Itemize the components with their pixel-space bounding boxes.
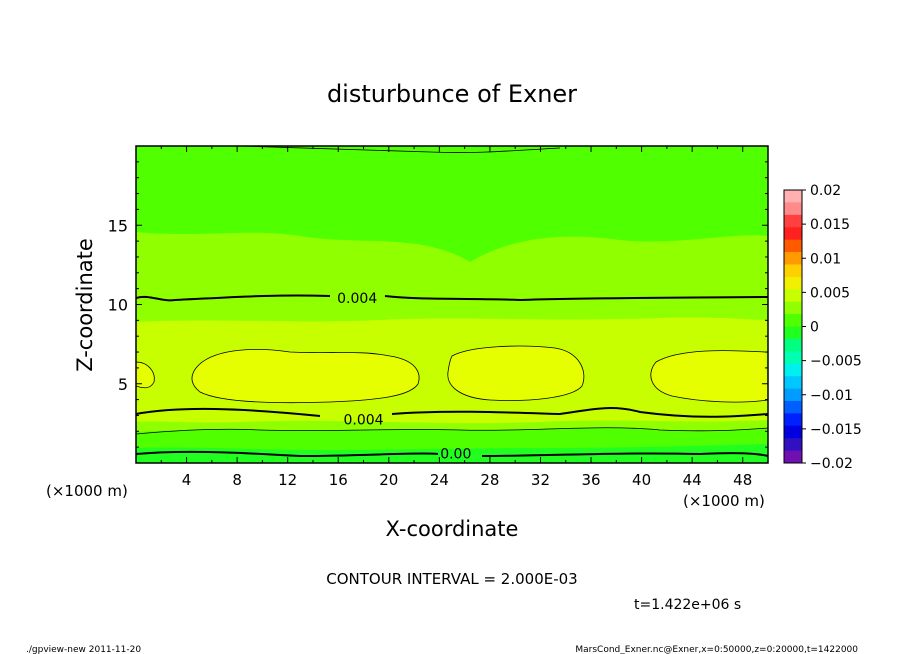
colorbar-swatch [784, 264, 802, 278]
colorbar-swatch [784, 376, 802, 390]
x-tick-label: 4 [182, 471, 192, 489]
field-core-blob-edge [136, 362, 155, 388]
x-tick-label: 8 [232, 471, 242, 489]
colorbar-swatch [784, 413, 802, 427]
colorbar-swatch [784, 450, 802, 464]
colorbar-swatch [784, 425, 802, 439]
contour-line-core-edge [136, 361, 155, 389]
x-tick-label: 40 [632, 471, 651, 489]
footer-left: ./gpview-new 2011-11-20 [26, 645, 141, 654]
x-tick-label: 20 [379, 471, 398, 489]
contour-line-upper [136, 294, 768, 302]
contour-line-top-edge [239, 146, 561, 153]
x-tick-label: 16 [329, 471, 348, 489]
colorbar-tick-label: 0.02 [810, 183, 841, 199]
y-axis-ticks: 5 10 15 [108, 161, 768, 448]
contour-label: 0.00 [440, 446, 471, 462]
contour-labels: 0.004 0.004 0.00 [337, 291, 471, 462]
colorbar: 0.02 0.015 0.01 0.005 0 −0.005 −0.01 −0.015 −0.0… [783, 183, 862, 472]
x-tick-label: 12 [278, 471, 297, 489]
colorbar-swatch [784, 314, 802, 327]
footer-right: MarsCond_Exner.nc@Exner,x=0:50000,z=0:20… [575, 645, 858, 654]
colorbar-swatch [784, 438, 802, 452]
colorbar-tick-label: −0.01 [810, 388, 853, 404]
x-axis-ticks: 4 8 12 16 20 24 28 32 36 40 44 48 [160, 146, 752, 489]
contour-label: 0.004 [343, 412, 383, 428]
x-tick-label: 44 [683, 471, 702, 489]
colorbar-swatch [784, 227, 802, 241]
colorbar-tick-label: −0.005 [810, 354, 862, 370]
y-tick-label: 10 [108, 296, 128, 315]
y-tick-label: 5 [118, 375, 128, 394]
y-axis-label: Z-coordinate [73, 238, 97, 372]
contour-line-bottom-thick [136, 450, 768, 458]
contour-field: 0.004 0.004 0.00 [136, 146, 768, 463]
colorbar-swatch [784, 289, 802, 303]
colorbar-swatch [784, 214, 802, 228]
colorbar-swatch [784, 252, 802, 265]
x-unit-right: (×1000 m) [683, 492, 765, 510]
x-tick-label: 36 [581, 471, 600, 489]
colorbar-tick-label: 0 [810, 320, 819, 336]
chart-title: disturbunce of Exner [327, 80, 577, 108]
colorbar-swatch [784, 202, 802, 216]
colorbar-swatch [784, 239, 802, 253]
colorbar-tick-label: 0.01 [810, 251, 841, 267]
x-tick-label: 32 [531, 471, 550, 489]
colorbar-swatch [784, 326, 802, 340]
colorbar-tick-label: −0.02 [810, 456, 853, 472]
colorbar-swatch [784, 190, 802, 203]
x-unit-left: (×1000 m) [46, 482, 128, 500]
field-bottom-band-2 [136, 444, 768, 463]
time-label: t=1.422e+06 s [634, 597, 741, 613]
colorbar-swatch [784, 363, 802, 377]
colorbar-swatch [784, 276, 802, 290]
colorbar-swatch [784, 338, 802, 352]
field-core-blob-mid [447, 346, 584, 401]
colorbar-swatch [784, 351, 802, 365]
colorbar-swatch [784, 301, 802, 315]
contour-line-core-left [191, 349, 420, 404]
field-core-blob-left [191, 349, 420, 403]
x-tick-label: 28 [480, 471, 499, 489]
x-axis-label: X-coordinate [386, 517, 519, 541]
colorbar-tick-label: −0.015 [810, 422, 862, 438]
colorbar-swatch [784, 400, 802, 414]
contour-interval: CONTOUR INTERVAL = 2.000E-03 [326, 570, 577, 588]
contour-line-lower [136, 407, 768, 418]
contour-line-bottom-thin [136, 427, 768, 435]
y-tick-label: 15 [108, 216, 128, 235]
x-tick-label: 24 [430, 471, 449, 489]
colorbar-tick-label: 0.015 [810, 217, 850, 233]
contour-line-core-right [650, 350, 768, 403]
x-tick-label: 48 [733, 471, 752, 489]
field-core-blob-right [650, 350, 768, 403]
contour-line-core-mid [447, 345, 585, 401]
colorbar-tick-label: 0.005 [810, 285, 850, 301]
colorbar-swatch [784, 388, 802, 402]
contour-label: 0.004 [337, 291, 377, 307]
